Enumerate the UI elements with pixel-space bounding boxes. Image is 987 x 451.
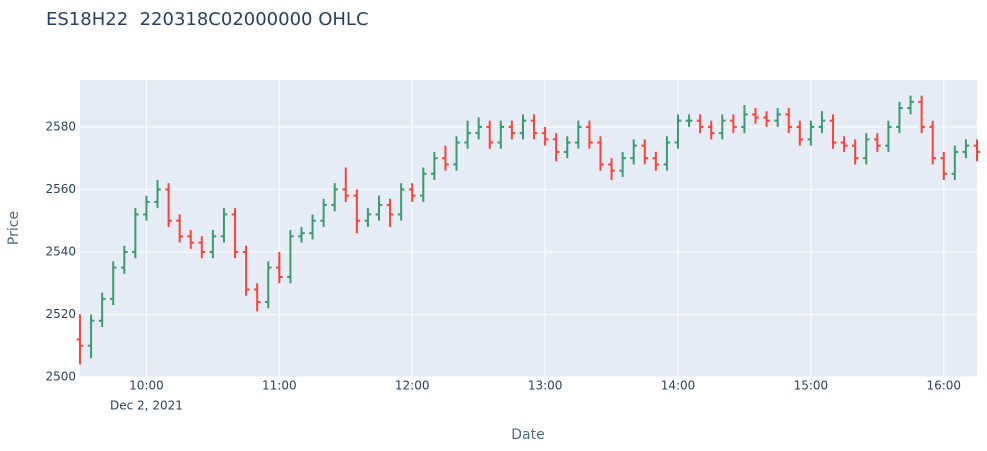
x-tick-label: 13:00 [528, 379, 563, 393]
y-tick-label: 2540 [45, 244, 76, 258]
y-tick-label: 2520 [45, 307, 76, 321]
x-tick-label: 15:00 [794, 379, 829, 393]
y-tick-label: 2500 [45, 370, 76, 384]
chart-title: ES18H22 220318C02000000 OHLC [46, 9, 369, 30]
plot-area [80, 80, 977, 377]
x-tick-date-label: Dec 2, 2021 [110, 399, 183, 413]
x-tick-label: 12:00 [395, 379, 430, 393]
y-axis-title: Price [6, 211, 22, 245]
x-tick-label: 11:00 [262, 379, 297, 393]
x-axis-title: Date [511, 427, 544, 443]
x-tick-label: 10:00 [129, 379, 164, 393]
x-tick-label: 14:00 [661, 379, 696, 393]
y-tick-label: 2560 [45, 182, 76, 196]
y-tick-label: 2580 [45, 119, 76, 133]
x-tick-label: 16:00 [926, 379, 961, 393]
